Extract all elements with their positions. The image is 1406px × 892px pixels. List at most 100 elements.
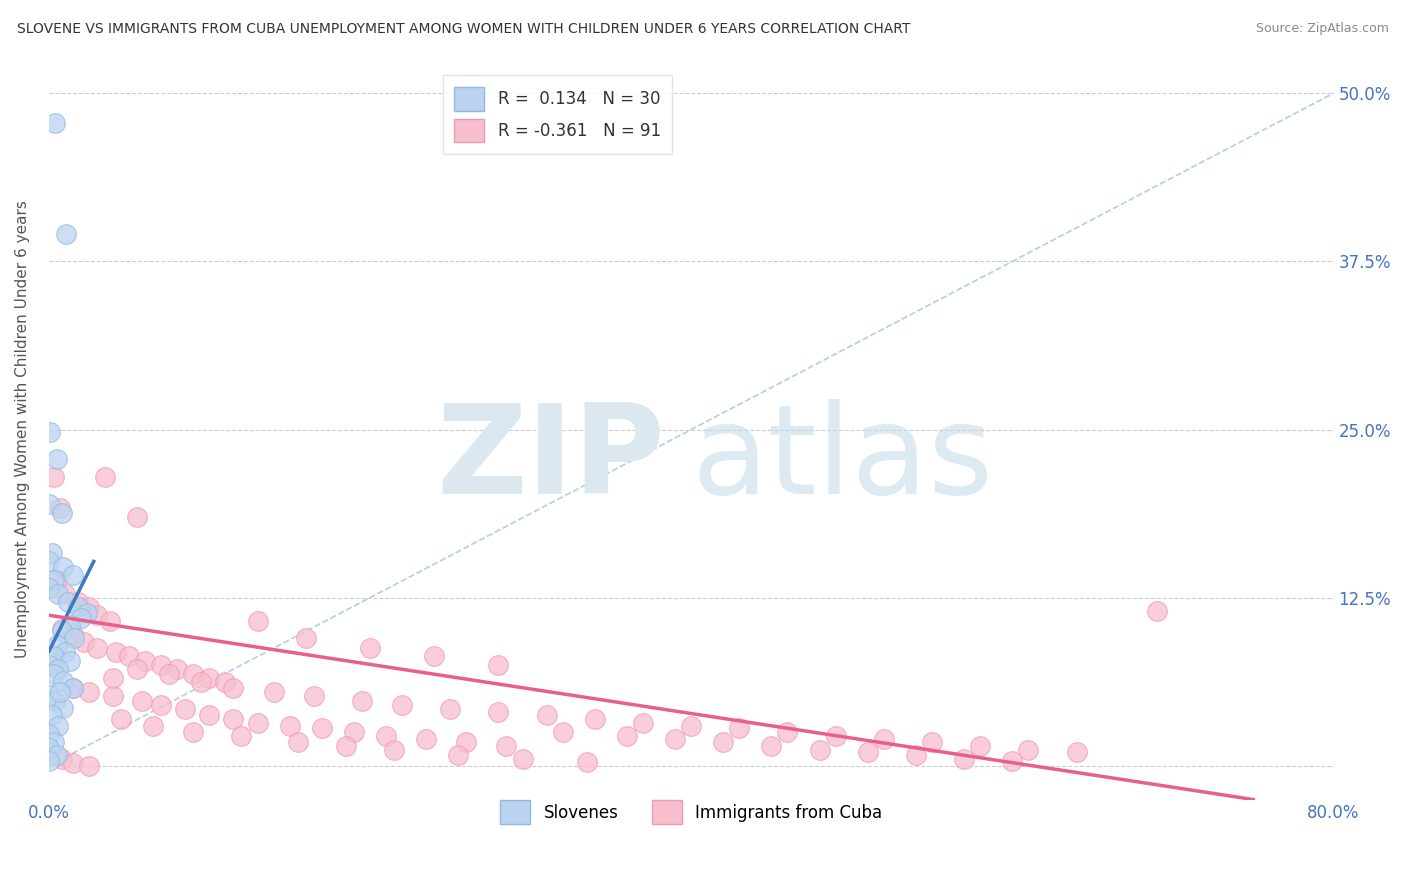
Point — [1017, 743, 1039, 757]
Point — [382, 743, 405, 757]
Point — [1146, 604, 1168, 618]
Point — [214, 675, 236, 690]
Point — [49, 500, 72, 515]
Point — [824, 729, 846, 743]
Point — [495, 739, 517, 753]
Point — [49, 685, 72, 699]
Point — [711, 734, 734, 748]
Point — [551, 725, 574, 739]
Point — [1001, 754, 1024, 768]
Point — [66, 600, 89, 615]
Point — [51, 622, 73, 636]
Point — [616, 729, 638, 743]
Text: SLOVENE VS IMMIGRANTS FROM CUBA UNEMPLOYMENT AMONG WOMEN WITH CHILDREN UNDER 6 Y: SLOVENE VS IMMIGRANTS FROM CUBA UNEMPLOY… — [17, 22, 910, 37]
Point — [51, 752, 73, 766]
Point — [391, 698, 413, 713]
Y-axis label: Unemployment Among Women with Children Under 6 years: Unemployment Among Women with Children U… — [15, 201, 30, 658]
Point — [59, 654, 82, 668]
Point — [51, 506, 73, 520]
Point — [311, 721, 333, 735]
Point — [42, 734, 65, 748]
Legend: Slovenes, Immigrants from Cuba: Slovenes, Immigrants from Cuba — [488, 789, 894, 836]
Point — [42, 648, 65, 663]
Point — [48, 662, 70, 676]
Point — [198, 707, 221, 722]
Point — [181, 667, 204, 681]
Point — [77, 685, 100, 699]
Point — [150, 658, 173, 673]
Point — [921, 734, 943, 748]
Point — [125, 662, 148, 676]
Point — [45, 452, 67, 467]
Point — [51, 624, 73, 639]
Point — [41, 546, 63, 560]
Point — [39, 425, 62, 440]
Point — [134, 654, 156, 668]
Point — [38, 754, 60, 768]
Point — [512, 752, 534, 766]
Point — [105, 644, 128, 658]
Point — [969, 739, 991, 753]
Point — [70, 611, 93, 625]
Point — [44, 694, 66, 708]
Point — [953, 752, 976, 766]
Point — [48, 718, 70, 732]
Point — [38, 658, 60, 673]
Point — [38, 497, 60, 511]
Point — [52, 559, 75, 574]
Point — [125, 510, 148, 524]
Point — [157, 667, 180, 681]
Point — [486, 705, 509, 719]
Point — [77, 600, 100, 615]
Point — [53, 587, 76, 601]
Text: Source: ZipAtlas.com: Source: ZipAtlas.com — [1256, 22, 1389, 36]
Point — [583, 712, 606, 726]
Point — [118, 648, 141, 663]
Point — [131, 694, 153, 708]
Point — [350, 694, 373, 708]
Point — [808, 743, 831, 757]
Point — [776, 725, 799, 739]
Point — [278, 718, 301, 732]
Point — [101, 672, 124, 686]
Point — [198, 672, 221, 686]
Point — [166, 662, 188, 676]
Point — [39, 688, 62, 702]
Point — [222, 681, 245, 695]
Point — [76, 606, 98, 620]
Point — [53, 644, 76, 658]
Point — [631, 715, 654, 730]
Point — [1066, 746, 1088, 760]
Point — [174, 702, 197, 716]
Point — [904, 748, 927, 763]
Point — [62, 567, 84, 582]
Point — [575, 755, 598, 769]
Point — [486, 658, 509, 673]
Point — [664, 731, 686, 746]
Point — [52, 701, 75, 715]
Point — [42, 667, 65, 681]
Point — [728, 721, 751, 735]
Point — [101, 689, 124, 703]
Point — [246, 614, 269, 628]
Point — [359, 640, 381, 655]
Point — [45, 573, 67, 587]
Point — [439, 702, 461, 716]
Point — [73, 635, 96, 649]
Point — [150, 698, 173, 713]
Point — [98, 614, 121, 628]
Point — [77, 759, 100, 773]
Point — [38, 582, 60, 596]
Point — [231, 729, 253, 743]
Point — [66, 595, 89, 609]
Point — [62, 756, 84, 771]
Point — [536, 707, 558, 722]
Point — [45, 748, 67, 763]
Point — [59, 617, 82, 632]
Point — [62, 681, 84, 695]
Point — [873, 731, 896, 746]
Point — [48, 587, 70, 601]
Point — [263, 685, 285, 699]
Text: ZIP: ZIP — [437, 399, 665, 520]
Point — [181, 725, 204, 739]
